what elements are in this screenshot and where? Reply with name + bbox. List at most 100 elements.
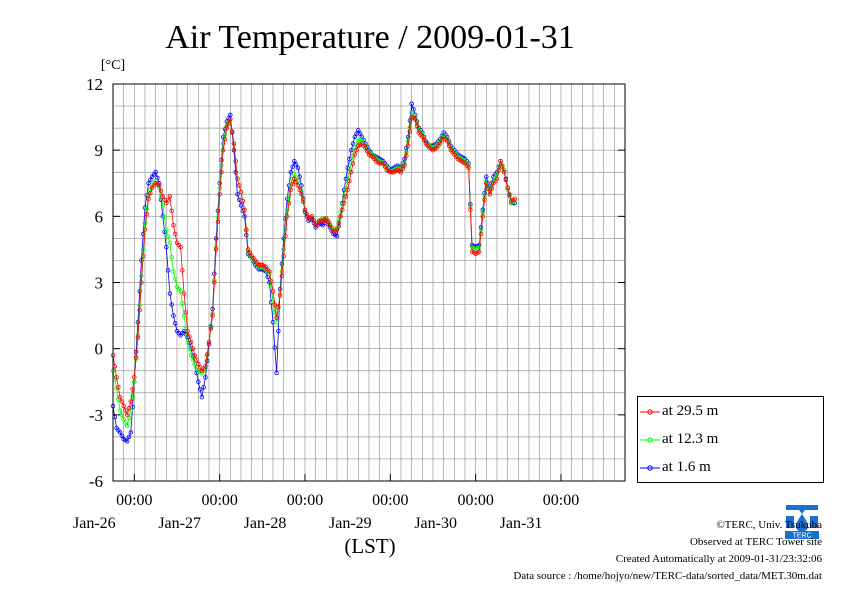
data-point	[466, 165, 471, 171]
data-point	[235, 192, 240, 197]
x-tick-time-label: 00:00	[457, 492, 493, 509]
data-point	[484, 174, 489, 179]
data-point	[222, 132, 228, 137]
data-point	[169, 208, 174, 214]
data-point	[507, 192, 512, 197]
data-point	[356, 128, 361, 133]
data-point	[190, 346, 196, 351]
series-layer	[110, 101, 517, 444]
y-tick-label: 0	[95, 340, 104, 359]
data-point	[334, 227, 340, 232]
data-point	[153, 170, 158, 175]
data-point	[288, 187, 293, 193]
data-point	[505, 185, 510, 190]
data-point	[276, 328, 281, 334]
data-point	[324, 216, 329, 221]
data-point	[347, 156, 352, 162]
data-point	[205, 351, 210, 357]
y-tick-label: 3	[95, 274, 104, 293]
data-point	[293, 179, 299, 185]
data-point	[340, 207, 345, 212]
data-point	[270, 289, 276, 294]
data-point	[345, 187, 350, 193]
data-point	[286, 194, 292, 199]
y-axis-unit-label: [°C]	[101, 58, 125, 73]
data-point	[359, 136, 365, 142]
data-point	[197, 387, 203, 392]
data-point	[302, 207, 308, 212]
legend-item-29-5m: at 29.5 m	[638, 399, 823, 425]
legend-marker-red	[640, 409, 660, 415]
data-point	[283, 227, 288, 232]
data-point	[213, 247, 219, 252]
data-point	[117, 394, 123, 400]
data-point	[137, 289, 142, 294]
data-point	[167, 240, 173, 245]
data-point	[292, 158, 297, 164]
data-point	[400, 166, 405, 172]
data-point	[171, 269, 176, 274]
data-point	[132, 375, 137, 380]
data-point	[119, 399, 125, 404]
y-tick-label: 6	[95, 207, 104, 226]
x-tick-time-label: 00:00	[287, 492, 323, 509]
data-point	[173, 231, 178, 237]
data-point	[382, 164, 388, 169]
data-point	[114, 375, 119, 380]
legend-marker-green	[640, 437, 660, 443]
data-point	[279, 273, 285, 279]
x-tick-date-label: Jan-30	[414, 515, 457, 532]
data-point	[379, 161, 384, 166]
data-point	[349, 147, 354, 153]
data-point	[229, 129, 235, 134]
data-point	[148, 177, 153, 183]
data-point	[160, 203, 165, 208]
data-point	[468, 207, 473, 212]
data-point	[413, 117, 418, 122]
logo-text: TERC	[792, 533, 811, 540]
data-point	[498, 158, 503, 164]
legend-label: at 12.3 m	[662, 431, 719, 447]
data-point	[231, 147, 237, 153]
data-point	[409, 101, 414, 107]
data-point	[130, 387, 135, 392]
data-point	[309, 214, 315, 219]
data-point	[165, 233, 171, 239]
data-point	[201, 385, 206, 390]
data-point	[178, 245, 183, 250]
data-point	[187, 334, 192, 339]
data-point	[206, 339, 212, 345]
data-point	[341, 200, 347, 206]
data-point	[363, 145, 368, 151]
data-point	[503, 177, 509, 183]
legend-item-12-3m: at 12.3 m	[638, 427, 823, 453]
data-point	[381, 161, 386, 166]
data-point	[420, 134, 425, 140]
x-tick-time-label: 00:00	[372, 492, 408, 509]
data-point	[183, 332, 189, 337]
data-point	[301, 199, 306, 205]
data-point	[496, 167, 501, 173]
data-point	[347, 178, 352, 184]
data-point	[295, 165, 301, 171]
data-point	[180, 301, 185, 306]
data-point	[183, 310, 189, 315]
data-point	[231, 141, 237, 146]
data-point	[181, 291, 187, 296]
data-point	[327, 222, 333, 228]
data-point	[299, 192, 304, 197]
data-point	[290, 182, 295, 187]
legend-label: at 29.5 m	[662, 403, 719, 419]
data-point	[272, 302, 277, 307]
data-point	[350, 161, 356, 166]
data-point	[178, 289, 183, 294]
data-point	[116, 385, 121, 390]
data-point	[285, 207, 290, 212]
data-point	[192, 353, 197, 358]
data-point	[494, 172, 500, 177]
data-point	[169, 302, 174, 307]
data-point	[405, 143, 411, 148]
data-point	[489, 186, 494, 191]
series-at-29-5-m	[110, 114, 517, 418]
